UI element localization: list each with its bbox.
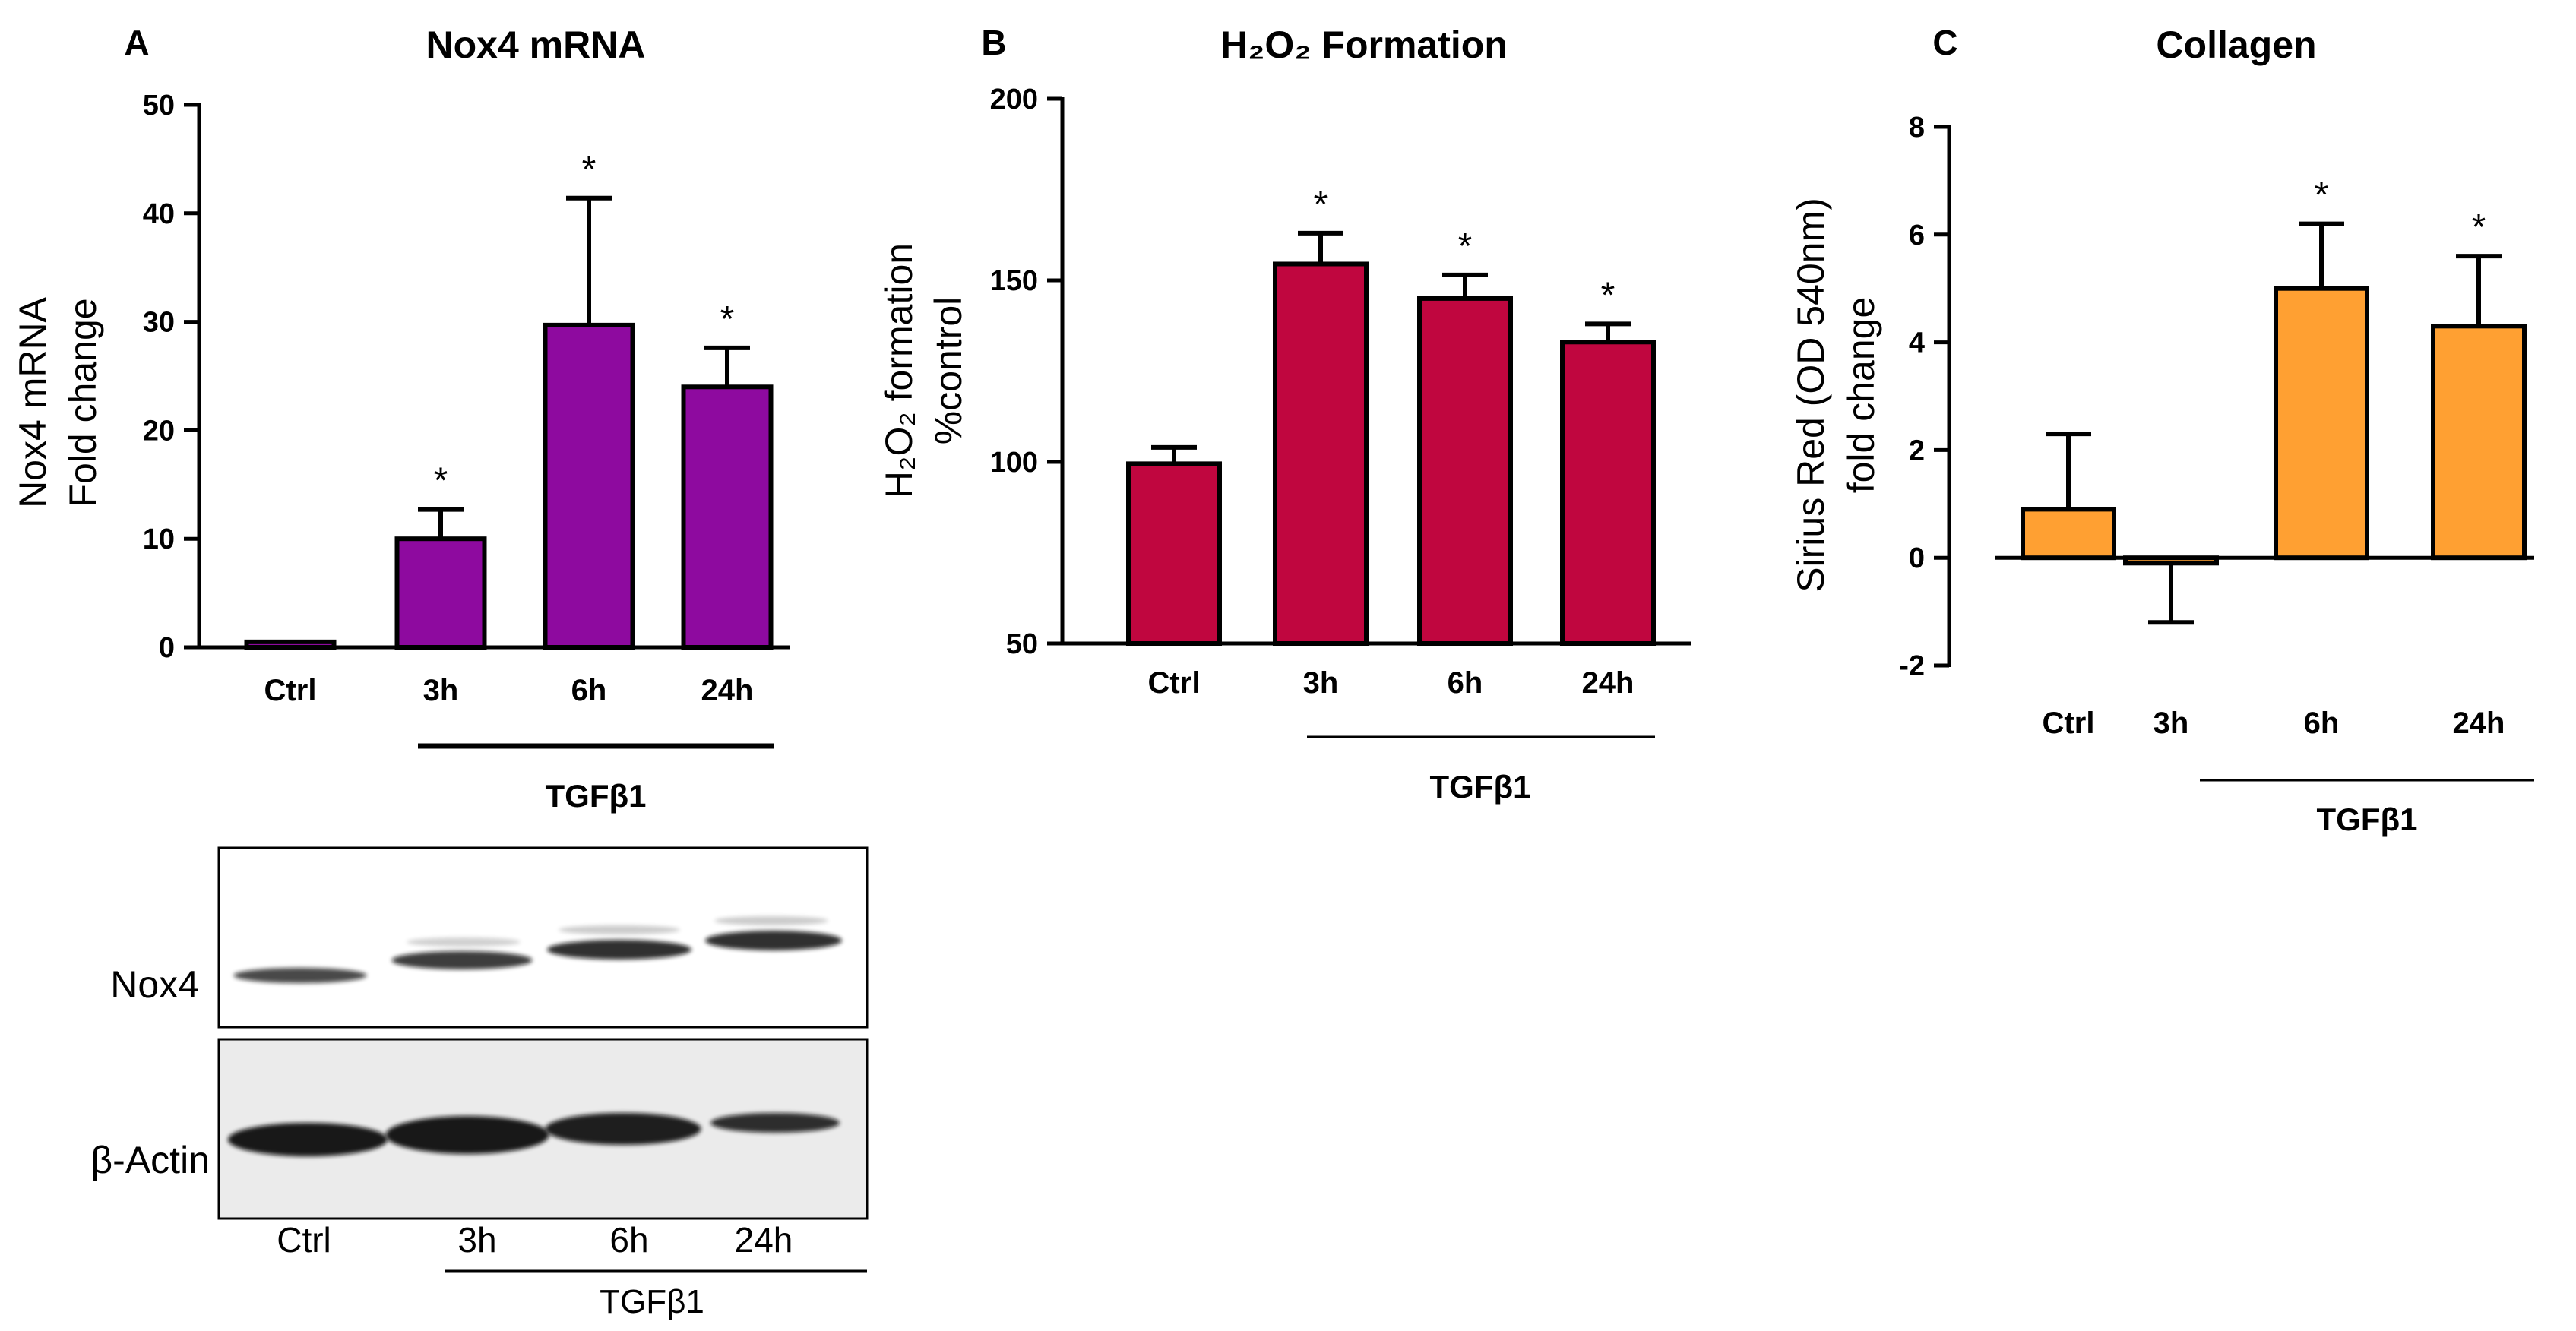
panel-b-letter: B — [981, 23, 1006, 62]
blot-band — [705, 931, 842, 950]
bar — [2274, 286, 2369, 561]
y-tick-label: 0 — [1909, 542, 1925, 574]
y-tick-label: 150 — [990, 265, 1038, 297]
panel-a-title: Nox4 mRNA — [426, 24, 646, 66]
blot-band — [391, 951, 533, 969]
group-label: TGFβ1 — [546, 778, 647, 814]
significance-star: * — [1458, 226, 1473, 267]
blot-group-label: TGFβ1 — [600, 1283, 704, 1320]
blot-row-label-actin: β-Actin — [90, 1139, 210, 1181]
x-category-label: 3h — [423, 674, 459, 707]
blot-lane-label: 6h — [609, 1220, 648, 1260]
y-tick-label: 0 — [159, 632, 175, 664]
blot-lane-label: 24h — [735, 1220, 793, 1260]
panel-b-ylabel-line2: %control — [927, 297, 970, 445]
panel-c-chart: C Collagen Sirius Red (OD 540nm) fold ch… — [1790, 23, 2534, 837]
x-category-label: Ctrl — [1148, 666, 1201, 700]
bar — [543, 322, 635, 650]
x-category-label: 3h — [2154, 707, 2189, 740]
significance-star: * — [1314, 185, 1328, 225]
bar — [394, 536, 487, 650]
panel-c-ylabel-line2: fold change — [1840, 297, 1882, 494]
x-category-label: 24h — [701, 674, 754, 707]
panel-a-ylabel-line1: Nox4 mRNA — [11, 296, 54, 507]
group-label: TGFβ1 — [2317, 801, 2418, 837]
bar — [1126, 461, 1222, 647]
significance-star: * — [720, 299, 735, 340]
y-tick-label: 4 — [1909, 327, 1925, 359]
x-category-label: 24h — [1582, 666, 1635, 700]
y-tick-label: 50 — [143, 90, 175, 122]
significance-star: * — [2472, 207, 2486, 248]
y-tick-label: 10 — [143, 523, 175, 555]
bar — [681, 384, 774, 650]
y-tick-label: 2 — [1909, 435, 1925, 466]
bar — [2123, 555, 2219, 566]
blot-band — [714, 916, 828, 925]
panel-c-letter: C — [1932, 23, 1957, 62]
x-category-label: 24h — [2453, 707, 2505, 740]
bar — [1417, 296, 1513, 646]
significance-star: * — [1601, 275, 1616, 315]
bar — [2021, 507, 2116, 561]
blot-lane-label: Ctrl — [277, 1220, 331, 1260]
y-tick-label: -2 — [1899, 650, 1925, 682]
panel-a-letter: A — [124, 23, 149, 62]
x-category-label: 6h — [571, 674, 607, 707]
panel-a-chart: A Nox4 mRNA Nox4 mRNA Fold change 0 10 20 3… — [11, 23, 790, 814]
blot-band — [710, 1113, 840, 1133]
bar — [2431, 324, 2527, 561]
panel-b-title: H₂O₂ Formation — [1220, 24, 1508, 66]
x-category-label: Ctrl — [2043, 707, 2095, 740]
y-tick-label: 30 — [143, 307, 175, 339]
y-tick-label: 20 — [143, 415, 175, 447]
western-blot: Nox4 β-Actin Ctrl 3h 6h 24h TGFβ1 — [90, 846, 869, 1320]
y-tick-label: 50 — [1006, 628, 1038, 660]
panel-b-chart: B H₂O₂ Formation H₂O₂ formation %control… — [878, 23, 1691, 805]
x-category-label: Ctrl — [264, 674, 317, 707]
panel-c-title: Collagen — [2156, 24, 2316, 66]
blot-band — [228, 1123, 388, 1156]
panel-c-ylabel-line1: Sirius Red (OD 540nm) — [1790, 198, 1832, 593]
blot-band — [385, 1116, 549, 1154]
blot-row-label-nox4: Nox4 — [110, 963, 199, 1006]
x-category-label: 6h — [1448, 666, 1483, 700]
significance-star: * — [582, 150, 597, 190]
y-tick-label: 6 — [1909, 220, 1925, 251]
panel-b-ylabel-line1: H₂O₂ formation — [878, 243, 920, 498]
y-tick-label: 40 — [143, 198, 175, 230]
bar — [1560, 340, 1656, 646]
blot-band — [547, 940, 691, 960]
panel-a-ylabel-line2: Fold change — [62, 298, 104, 507]
group-label: TGFβ1 — [1430, 769, 1531, 805]
x-category-label: 6h — [2304, 707, 2340, 740]
significance-star: * — [2315, 175, 2329, 216]
y-tick-label: 200 — [990, 84, 1038, 115]
significance-star: * — [434, 461, 448, 501]
blot-lane-label: 3h — [457, 1220, 496, 1260]
bar — [244, 639, 337, 650]
blot-band — [233, 968, 367, 983]
y-tick-label: 100 — [990, 447, 1038, 479]
bar — [1273, 261, 1369, 646]
y-tick-label: 8 — [1909, 112, 1925, 144]
blot-band — [407, 937, 521, 947]
x-category-label: 3h — [1303, 666, 1339, 700]
blot-band — [545, 1113, 701, 1145]
blot-band — [559, 925, 680, 934]
